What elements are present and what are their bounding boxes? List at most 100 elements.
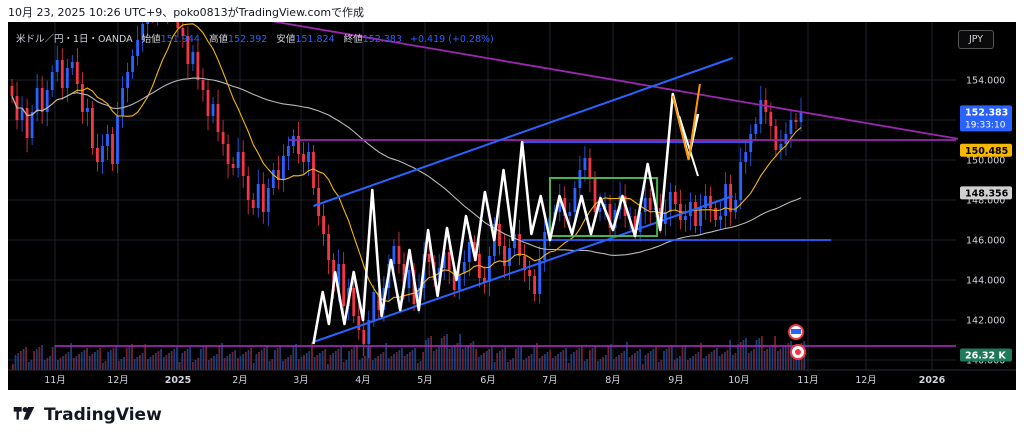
volume-bar bbox=[107, 352, 110, 370]
time-tick-label: 6月 bbox=[480, 375, 496, 386]
volume-bar bbox=[329, 355, 332, 370]
time-tick-label: 5月 bbox=[417, 375, 433, 386]
candle bbox=[181, 28, 185, 36]
volume-bar bbox=[644, 355, 647, 370]
volume-bar bbox=[565, 348, 567, 370]
time-tick-label: 11月 bbox=[44, 375, 66, 386]
volume-bar bbox=[456, 343, 459, 370]
currency-button[interactable]: JPY bbox=[958, 30, 994, 49]
candle bbox=[191, 52, 195, 64]
grid-lines bbox=[8, 22, 956, 370]
price-label-text: 150.485 bbox=[965, 146, 1008, 157]
time-tick-label: 8月 bbox=[605, 375, 621, 386]
volume-bar bbox=[448, 349, 451, 370]
volume-bar bbox=[443, 336, 446, 370]
volume-bar bbox=[168, 353, 170, 370]
volume-bar bbox=[136, 357, 139, 370]
volume-bar bbox=[488, 349, 491, 370]
volume-bar bbox=[578, 348, 581, 370]
candle bbox=[789, 120, 793, 134]
volume-bar bbox=[12, 364, 14, 370]
candle bbox=[563, 198, 567, 216]
volume-bar bbox=[43, 360, 46, 370]
volume-bar bbox=[702, 358, 705, 370]
price-label-text: 152.383 bbox=[965, 107, 1008, 118]
volume-bar bbox=[496, 353, 499, 370]
candle bbox=[25, 108, 29, 138]
volume-bar bbox=[451, 347, 454, 370]
high-label: 高値 bbox=[208, 34, 228, 45]
close-label: 終値 bbox=[343, 34, 363, 45]
volume-bar bbox=[255, 354, 258, 370]
candle bbox=[106, 134, 109, 146]
volume-bar bbox=[538, 358, 541, 370]
candle bbox=[573, 188, 577, 212]
volume-bar bbox=[385, 343, 387, 370]
volume-bar bbox=[157, 351, 160, 370]
candle bbox=[417, 288, 421, 304]
volume-bar bbox=[681, 347, 684, 370]
volume-bar bbox=[551, 358, 554, 370]
volume-bar bbox=[710, 352, 713, 370]
volume-bar bbox=[353, 347, 356, 370]
candle bbox=[271, 170, 275, 188]
volume-bar bbox=[364, 356, 366, 370]
candle bbox=[20, 108, 24, 120]
volume-bar bbox=[348, 351, 350, 370]
candle bbox=[282, 156, 285, 180]
volume-bar bbox=[252, 363, 255, 370]
volume-bar bbox=[649, 351, 652, 370]
symbol-label[interactable]: 米ドル／円・1日・OANDA bbox=[16, 34, 133, 45]
candle bbox=[50, 72, 54, 90]
volume-bar bbox=[258, 352, 260, 370]
volume-bar bbox=[416, 363, 419, 370]
price-tick-label: 142.000 bbox=[966, 316, 1005, 327]
time-tick-label: 10月 bbox=[728, 375, 750, 386]
candle bbox=[402, 264, 406, 288]
volume-bar bbox=[403, 356, 406, 370]
volume-bar bbox=[292, 346, 295, 370]
volume-bar bbox=[366, 347, 369, 370]
volume-bar bbox=[776, 351, 779, 370]
volume-bar bbox=[411, 350, 414, 370]
candle bbox=[116, 116, 119, 164]
candle bbox=[211, 104, 215, 116]
volume-bar bbox=[149, 357, 152, 370]
candle bbox=[699, 208, 702, 226]
volume-bar bbox=[771, 345, 774, 370]
volume-bar bbox=[226, 356, 229, 370]
candle bbox=[392, 246, 396, 264]
volume-bar bbox=[279, 346, 282, 370]
volume-bar bbox=[440, 338, 443, 370]
volume-bar bbox=[284, 359, 287, 370]
volume-bar bbox=[504, 347, 507, 370]
candle bbox=[101, 146, 104, 162]
candle bbox=[523, 256, 526, 270]
candle bbox=[297, 136, 300, 154]
time-tick-label: 2026 bbox=[919, 375, 946, 386]
volume-bar bbox=[199, 349, 202, 370]
volume-bar bbox=[271, 359, 274, 370]
volume-bar bbox=[469, 343, 472, 370]
volume-bar bbox=[745, 338, 747, 370]
volume-bar bbox=[641, 364, 644, 370]
volume-bar bbox=[671, 345, 673, 370]
volume-bar bbox=[207, 360, 210, 370]
volume-bar bbox=[268, 361, 271, 370]
price-label: 26.32 K bbox=[960, 348, 1012, 362]
volume-bar bbox=[512, 358, 514, 370]
volume-bar bbox=[247, 350, 250, 370]
candle bbox=[709, 196, 712, 208]
forecast-line bbox=[671, 83, 701, 161]
candle bbox=[608, 204, 612, 228]
candles bbox=[10, 22, 803, 359]
candle bbox=[467, 242, 471, 262]
price-chart[interactable]: 154.000152.000150.000148.000146.000144.0… bbox=[8, 22, 1016, 390]
volume-bar bbox=[533, 345, 536, 370]
volume-bar bbox=[626, 342, 628, 370]
volume-bar bbox=[128, 346, 131, 370]
candle bbox=[96, 148, 99, 162]
chart-panel[interactable]: 154.000152.000150.000148.000146.000144.0… bbox=[8, 22, 1016, 390]
volume-bar bbox=[559, 352, 562, 370]
volume-bar bbox=[377, 356, 379, 370]
